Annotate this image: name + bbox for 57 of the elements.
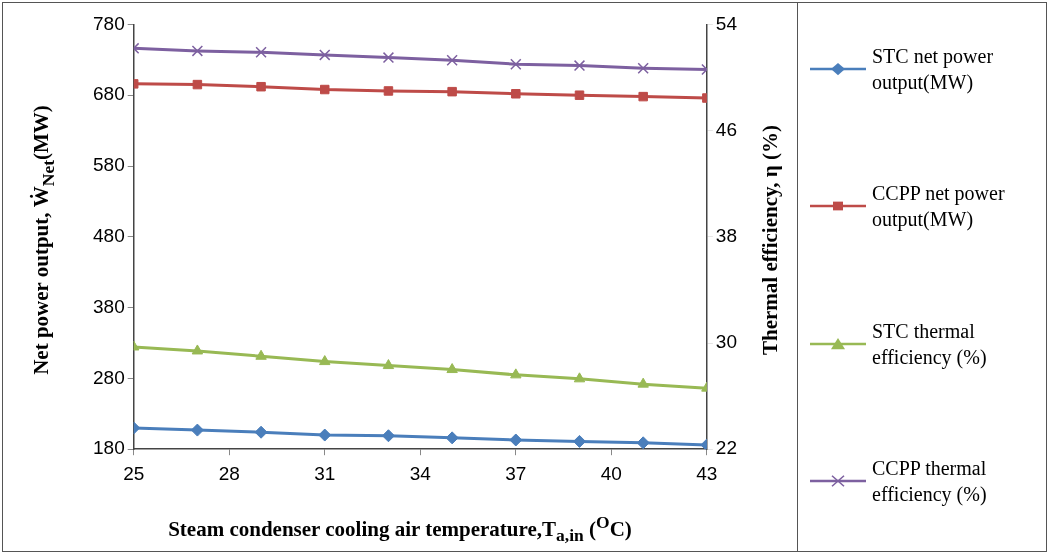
point [573,434,586,448]
point [446,363,458,374]
x-tick-label: 34 [409,462,432,484]
point [510,368,522,379]
legend-label: STC net power output(MW) [872,43,995,95]
legend-label: CCPP thermal efficiency (%) [872,456,988,508]
point [382,51,395,64]
point [445,431,459,445]
point [510,58,522,70]
point [638,91,648,102]
x-tick-label: 28 [218,462,240,484]
legend-label: CCPP net power output(MW) [872,181,1006,233]
point [192,79,203,90]
point [382,359,395,370]
point [255,46,267,58]
point [637,377,649,388]
point [383,86,394,96]
y-tick-label: 580 [93,154,125,176]
point [381,429,395,443]
x-tick-label: 43 [696,462,718,484]
point [573,372,586,383]
y-tick-label: 480 [93,225,125,247]
x-axis-title: Steam condenser cooling air temperature,T$_{a,in}$ ($^{O}$C) [168,512,632,547]
point [320,84,330,95]
y-tick-label: 280 [93,366,125,388]
point [191,344,204,355]
y-tick-label: 680 [93,83,125,105]
y2-tick-label: 46 [715,118,738,140]
point [319,49,331,61]
legend-label: STC thermal efficiency (%) [872,318,988,370]
point [190,423,204,437]
y2-tick-label: 22 [715,437,738,459]
point [319,355,331,366]
y-tick-label: 380 [93,295,125,317]
x-tick-label: 40 [600,462,622,484]
y2-axis-title: Thermal efficiency, η (%) [757,124,783,356]
point [446,54,458,66]
x-tick-label: 31 [314,462,336,484]
point [573,59,586,72]
y2-tick-label: 30 [715,331,738,353]
point [447,86,457,97]
point [255,349,267,360]
point [318,428,332,442]
point [191,45,204,57]
y-tick-label: 780 [93,12,125,34]
point [574,90,585,100]
point [636,436,650,450]
point [637,62,649,74]
x-tick-label: 37 [505,462,527,484]
y-tick-label: 180 [93,437,125,459]
point [254,425,268,439]
y2-tick-label: 38 [715,225,738,247]
point [511,89,521,99]
y2-tick-label: 54 [715,12,738,34]
point [509,433,523,447]
x-tick-label: 25 [123,462,145,484]
point [256,81,266,92]
